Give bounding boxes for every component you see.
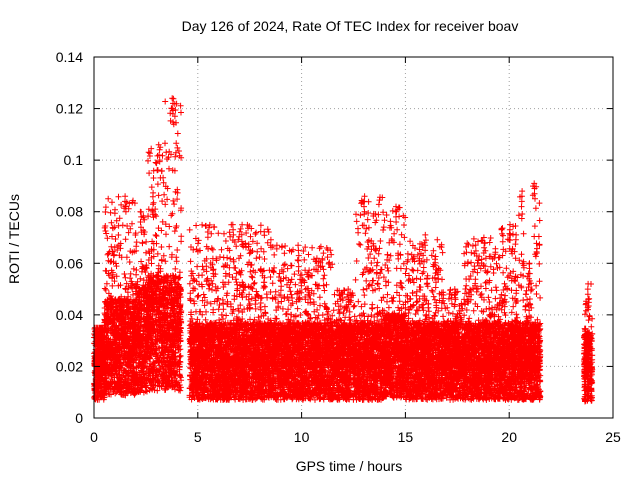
roti-point-markers <box>91 95 596 405</box>
plot-frame <box>93 56 614 419</box>
y-tick-label: 0.1 <box>64 152 84 168</box>
x-axis-label: GPS time / hours <box>296 458 403 474</box>
x-tick-label: 0 <box>90 429 98 445</box>
x-tick-label: 10 <box>294 429 310 445</box>
y-axis-label: ROTI / TECUs <box>6 194 22 284</box>
roti-data-points <box>91 95 596 405</box>
x-tick-label: 25 <box>605 429 621 445</box>
chart-title: Day 126 of 2024, Rate Of TEC Index for r… <box>182 18 519 34</box>
y-tick-label: 0.14 <box>56 49 83 65</box>
y-tick-label: 0.06 <box>56 255 83 271</box>
y-tick-label: 0.02 <box>56 358 83 374</box>
axis-ticks <box>93 56 614 419</box>
x-tick-label: 20 <box>501 429 517 445</box>
y-tick-label: 0 <box>75 410 83 426</box>
x-tick-label: 5 <box>194 429 202 445</box>
y-tick-label: 0.04 <box>56 307 83 323</box>
y-tick-label: 0.08 <box>56 204 83 220</box>
tick-labels: 0 5 10 15 20 25 0 0.02 0.04 0.06 0.08 0.1 0.12 0.14 <box>56 49 621 445</box>
y-tick-label: 0.12 <box>56 101 83 117</box>
x-tick-label: 15 <box>398 429 414 445</box>
